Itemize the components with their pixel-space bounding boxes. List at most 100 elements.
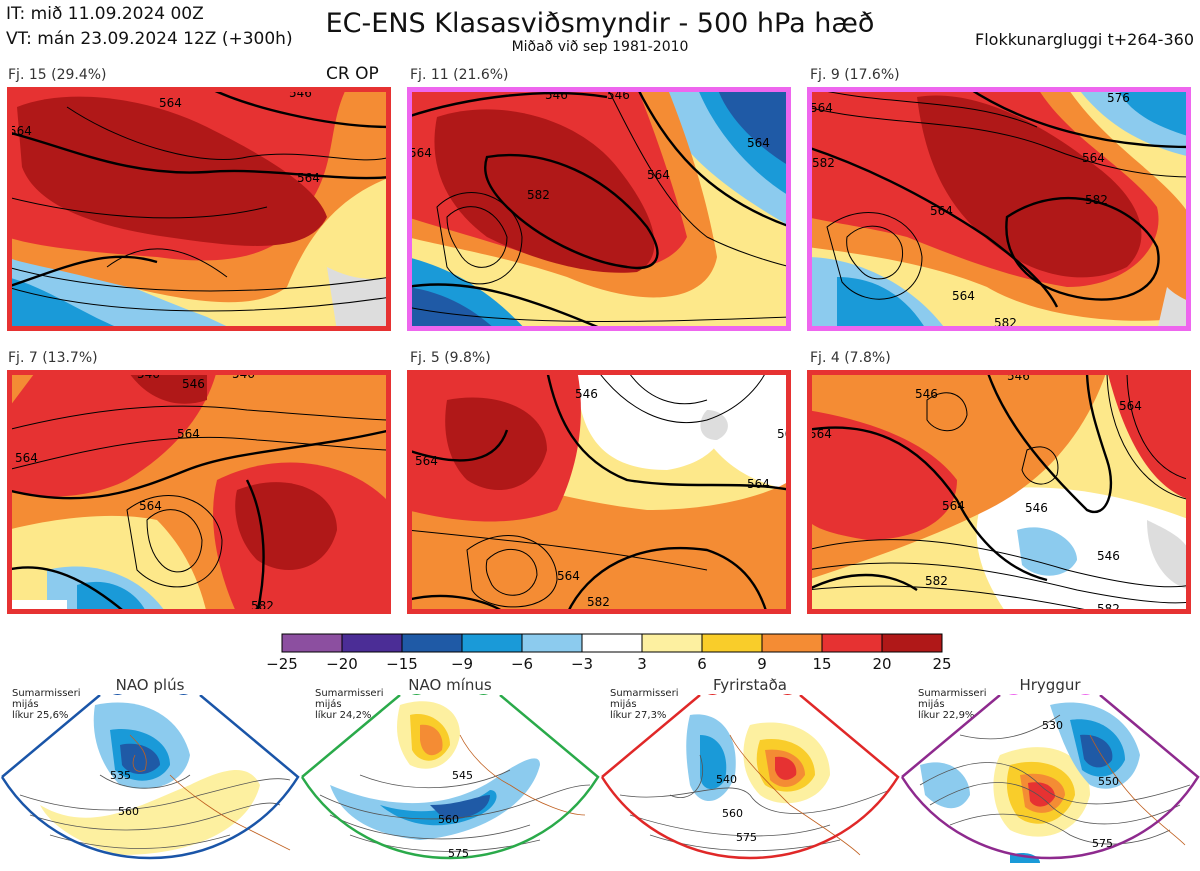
isoline-label: 545 [452,769,473,782]
regime-note: Sumarmisseri mijás líkur 27,3% [610,688,679,721]
contour-label: 564 [159,96,182,110]
contour-label: 546 [289,87,312,100]
contour-label: 546 [182,377,205,391]
contour-label: 582 [527,188,550,202]
regime-note: Sumarmisseri mijás líkur 25,6% [12,688,81,721]
contour-label: 564 [942,499,965,513]
contour-label: 564 [15,451,38,465]
regime-map-blocking: 540 560 575 [600,695,900,860]
regime-name-nao-plus: NAO plús [115,676,185,694]
colorbar-tick-label: −6 [510,655,534,673]
contour-label: 564 [177,427,200,441]
contour-label: 546 [915,387,938,401]
colorbar-swatch [461,633,523,653]
colorbar-swatch [521,633,583,653]
regime-map-nao-minus: 545 560 575 [300,695,600,860]
regime-map-ridge: 530 550 575 [900,695,1200,863]
contour-label: 564 [647,168,670,182]
colorbar [281,633,943,653]
anomaly-map: 564 576 582 564 564 582 564 582 [807,87,1191,331]
regime-name-nao-minus: NAO mínus [408,676,492,694]
contour-label: 564 [747,477,770,491]
cluster-window: Flokkunargluggi t+264-360 [975,30,1194,49]
cluster-map-4: 546 564 564 564 546 546 582 582 546 [807,370,1191,614]
colorbar-tick-label: −9 [450,655,474,673]
colorbar-tick-label: 25 [932,655,952,673]
isoline-label: 535 [110,769,131,782]
contour-label: 564 [1082,151,1105,165]
contour-label: 564 [747,136,770,150]
contour-label: 582 [925,574,948,588]
colorbar-swatch [701,633,763,653]
contour-label: 564 [297,171,320,185]
colorbar-tick-label: −15 [386,655,418,673]
regime-name-blocking: Fyrirstaða [713,676,787,694]
cluster-map-7: 546 546 546 564 564 564 582 [7,370,391,614]
regime-name-ridge: Hryggur [1019,676,1081,694]
contour-label: 546 [575,387,598,401]
page-subtitle: Miðað við sep 1981-2010 [511,39,689,55]
isoline-label: 575 [448,847,469,860]
contour-label: 564 [1119,399,1142,413]
anomaly-map: 546 546 546 564 564 564 582 [7,370,391,614]
contour-label: 546 [137,370,160,381]
colorbar-swatch [401,633,463,653]
contour-label: 564 [952,289,975,303]
isoline-label: 575 [1092,837,1113,850]
panel-label: Fj. 15 (29.4%) [8,67,107,83]
anomaly-map: 546 564 564 564 564 582 [407,370,791,614]
control-run-label: CR OP [326,64,379,84]
colorbar-tick-label: 20 [872,655,892,673]
contour-label: 582 [812,156,835,170]
initial-time: IT: mið 11.09.2024 00Z [6,4,204,24]
panel-label: Fj. 4 (7.8%) [810,350,891,366]
cluster-map-11: 546 564 564 582 546 564 [407,87,791,331]
colorbar-tick-label: −20 [326,655,358,673]
cluster-map-9: 564 576 582 564 564 582 564 582 [807,87,1191,331]
cluster-map-5: 546 564 564 564 564 582 [407,370,791,614]
isoline-label: 550 [1098,775,1119,788]
contour-label: 564 [930,204,953,218]
colorbar-tick-label: 15 [812,655,832,673]
anomaly-map: 546 564 564 582 546 564 [407,87,791,331]
isoline-label: 560 [118,805,139,818]
isoline-label: 575 [736,831,757,844]
colorbar-swatch [341,633,403,653]
colorbar-tick-label: 9 [757,655,767,673]
contour-label: 582 [1097,602,1120,614]
contour-label: 564 [809,427,832,441]
colorbar-swatch [881,633,943,653]
cluster-map-15: 564 546 564 564 [7,87,391,331]
contour-label: 564 [415,454,438,468]
contour-label: 576 [1107,91,1130,105]
colorbar-swatch [281,633,343,653]
contour-label: 564 [139,499,162,513]
anomaly-map: 564 546 564 564 [7,87,391,331]
contour-label: 564 [810,101,833,115]
colorbar-swatch [641,633,703,653]
contour-label: 546 [1025,501,1048,515]
contour-label: 546 [607,88,630,102]
colorbar-tick-label: 3 [637,655,647,673]
regime-note: Sumarmisseri mijás líkur 24,2% [315,688,384,721]
contour-label: 546 [232,370,255,381]
panel-label: Fj. 7 (13.7%) [8,350,98,366]
contour-label: 582 [1085,193,1108,207]
contour-label: 564 [9,124,32,138]
colorbar-swatch [821,633,883,653]
isoline-label: 540 [716,773,737,786]
isoline-label: 530 [1042,719,1063,732]
contour-label: 582 [994,316,1017,330]
contour-label: 564 [409,146,432,160]
valid-time: VT: mán 23.09.2024 12Z (+300h) [6,29,293,49]
isoline-label: 560 [438,813,459,826]
colorbar-tick-label: −3 [570,655,594,673]
contour-label: 582 [587,595,610,609]
panel-label: Fj. 9 (17.6%) [810,67,900,83]
panel-label: Fj. 11 (21.6%) [410,67,509,83]
regime-map-nao-plus: 535 560 [0,695,300,860]
page-title: EC-ENS Klasasviðsmyndir - 500 hPa hæð [325,8,875,39]
contour-label: 564 [777,427,791,441]
colorbar-swatch [581,633,643,653]
contour-label: 582 [251,599,274,613]
